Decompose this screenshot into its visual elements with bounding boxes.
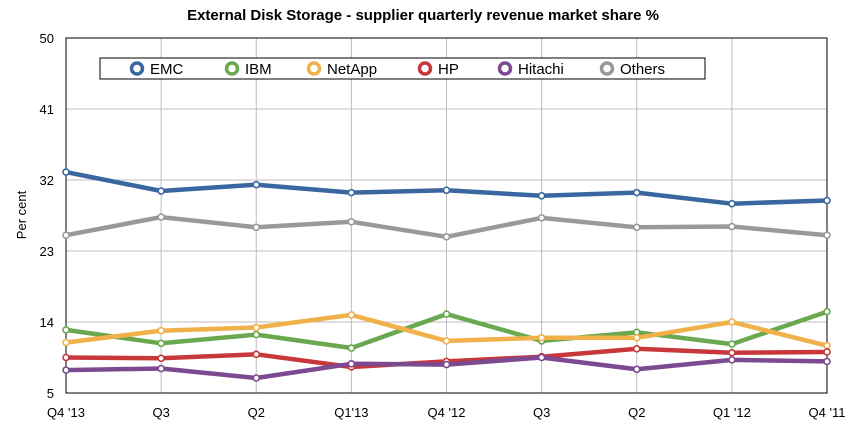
data-point	[442, 360, 451, 369]
x-tick-label: Q1 '12	[713, 405, 751, 420]
data-point	[823, 348, 831, 356]
data-point	[252, 330, 261, 339]
legend-label: NetApp	[327, 61, 377, 78]
y-tick-label: 32	[40, 173, 54, 188]
legend-label: EMC	[150, 61, 184, 78]
data-point	[823, 196, 831, 205]
data-point	[442, 186, 451, 195]
x-tick-label: Q2	[248, 405, 265, 420]
data-point	[252, 374, 261, 382]
data-point	[347, 218, 356, 226]
legend-label: IBM	[245, 61, 272, 78]
data-point	[62, 168, 70, 176]
data-point	[537, 353, 546, 362]
legend-item-ibm: IBM	[224, 61, 272, 78]
legend-label: HP	[438, 61, 459, 78]
data-point	[252, 180, 261, 189]
x-tick-label: Q3	[533, 405, 550, 420]
x-tick-label: Q1'13	[334, 405, 368, 420]
data-point	[62, 353, 70, 362]
data-point	[252, 323, 261, 332]
data-point	[347, 188, 356, 197]
data-point	[157, 354, 165, 363]
series-netapp	[62, 311, 831, 350]
series-hitachi	[62, 353, 831, 382]
legend-item-netapp: NetApp	[306, 61, 377, 78]
x-tick-label: Q4 '13	[47, 405, 85, 420]
legend-box	[99, 57, 706, 80]
x-tick-label: Q4 '11	[809, 405, 846, 420]
legend-marker	[306, 61, 322, 76]
legend-item-hitachi: Hitachi	[497, 61, 564, 78]
data-point	[823, 231, 831, 240]
data-point	[252, 350, 261, 359]
legend-label: Others	[620, 61, 665, 78]
y-tick-label: 50	[40, 31, 54, 46]
data-point	[62, 338, 70, 347]
legend-marker	[129, 61, 145, 76]
data-point	[157, 364, 165, 373]
data-point	[157, 187, 165, 195]
legend-item-emc: EMC	[129, 61, 184, 78]
data-point	[728, 348, 736, 357]
legend-marker	[599, 61, 615, 76]
data-point	[728, 222, 736, 231]
data-point	[62, 326, 70, 334]
data-point	[823, 341, 831, 350]
data-point	[537, 214, 546, 222]
data-point	[347, 360, 356, 368]
data-point	[442, 310, 451, 318]
x-tick-label: Q2	[628, 405, 645, 420]
plot-frame	[65, 37, 828, 394]
y-tick-label: 14	[40, 315, 54, 330]
data-point	[632, 223, 641, 232]
data-point	[537, 191, 546, 200]
data-point	[347, 344, 356, 352]
data-point	[632, 345, 641, 353]
legend-marker	[224, 61, 240, 76]
data-point	[632, 188, 641, 197]
legend: EMC IBM NetApp HP Hitachi Others	[99, 57, 706, 80]
chart-title: External Disk Storage - supplier quarter…	[187, 7, 659, 24]
data-point	[728, 340, 736, 348]
y-tick-label: 23	[40, 244, 54, 259]
legend-marker	[497, 61, 513, 76]
data-point	[823, 307, 831, 316]
data-point	[728, 318, 736, 326]
y-tick-label: 5	[47, 386, 54, 401]
axes: 5 14 23 32 41 50 Q4 '13 Q3 Q2 Q1'13 Q4 '12 Q3 Q2 Q1 '…	[40, 31, 846, 420]
data-point	[62, 366, 70, 374]
y-tick-label: 41	[40, 102, 54, 117]
legend-item-others: Others	[599, 61, 665, 78]
x-tick-label: Q4 '12	[428, 405, 466, 420]
x-tick-label: Q3	[152, 405, 169, 420]
data-point	[442, 233, 451, 241]
series-others	[62, 213, 831, 241]
y-axis-label: Per cent	[14, 190, 29, 239]
legend-marker	[417, 61, 433, 76]
data-point	[728, 356, 736, 364]
series-lines	[62, 168, 831, 382]
data-point	[823, 357, 831, 366]
data-point	[442, 337, 451, 345]
data-point	[157, 326, 165, 335]
data-point	[157, 339, 165, 348]
data-point	[632, 333, 641, 342]
data-point	[537, 333, 546, 342]
data-point	[252, 223, 261, 232]
series-emc	[62, 168, 831, 208]
legend-item-hp: HP	[417, 61, 459, 78]
data-point	[347, 311, 356, 319]
data-point	[62, 231, 70, 240]
legend-label: Hitachi	[518, 61, 564, 78]
data-point	[728, 199, 736, 208]
data-point	[157, 213, 165, 221]
data-point	[632, 365, 641, 374]
